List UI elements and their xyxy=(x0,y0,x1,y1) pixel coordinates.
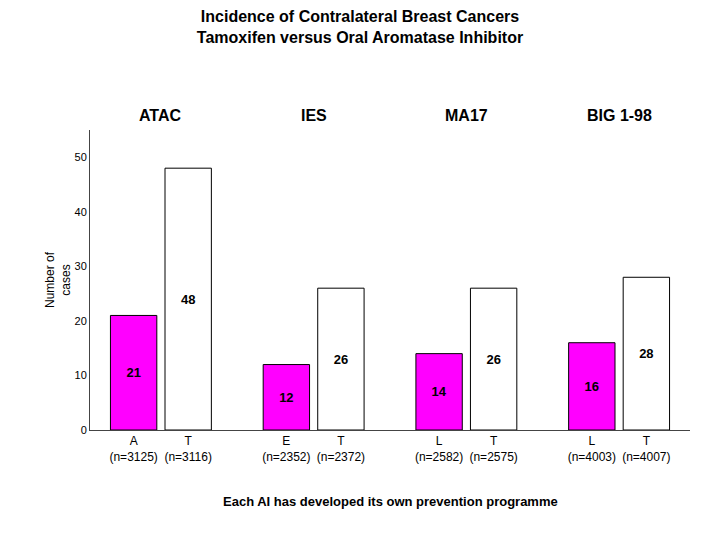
svg-text:T(n=2372): T(n=2372) xyxy=(317,434,365,464)
svg-text:0: 0 xyxy=(81,424,87,436)
svg-text:MA17: MA17 xyxy=(445,107,488,124)
svg-text:30: 30 xyxy=(75,260,87,272)
svg-text:Incidence of Contralateral Bre: Incidence of Contralateral Breast Cancer… xyxy=(197,8,523,46)
svg-text:21: 21 xyxy=(126,365,140,380)
svg-text:A(n=3125): A(n=3125) xyxy=(109,434,157,464)
svg-text:48: 48 xyxy=(181,292,195,307)
svg-text:IES: IES xyxy=(301,107,327,124)
svg-text:T(n=2575): T(n=2575) xyxy=(469,434,517,464)
svg-text:BIG 1-98: BIG 1-98 xyxy=(587,107,652,124)
svg-text:16: 16 xyxy=(585,379,599,394)
svg-text:T(n=4007): T(n=4007) xyxy=(622,434,670,464)
svg-text:Number ofcases: Number ofcases xyxy=(43,251,73,308)
svg-text:12: 12 xyxy=(279,390,293,405)
svg-text:50: 50 xyxy=(75,151,87,163)
svg-text:Each AI has developed its own: Each AI has developed its own prevention… xyxy=(223,494,558,509)
svg-text:26: 26 xyxy=(334,352,348,367)
svg-text:E(n=2352): E(n=2352) xyxy=(262,434,310,464)
svg-text:L(n=2582): L(n=2582) xyxy=(415,434,463,464)
svg-text:28: 28 xyxy=(639,346,653,361)
svg-text:10: 10 xyxy=(75,369,87,381)
svg-text:L(n=4003): L(n=4003) xyxy=(568,434,616,464)
svg-text:40: 40 xyxy=(75,206,87,218)
svg-text:14: 14 xyxy=(431,384,446,399)
svg-text:T(n=3116): T(n=3116) xyxy=(164,434,211,464)
svg-text:ATAC: ATAC xyxy=(139,107,182,124)
svg-text:20: 20 xyxy=(75,315,87,327)
svg-text:26: 26 xyxy=(486,352,500,367)
